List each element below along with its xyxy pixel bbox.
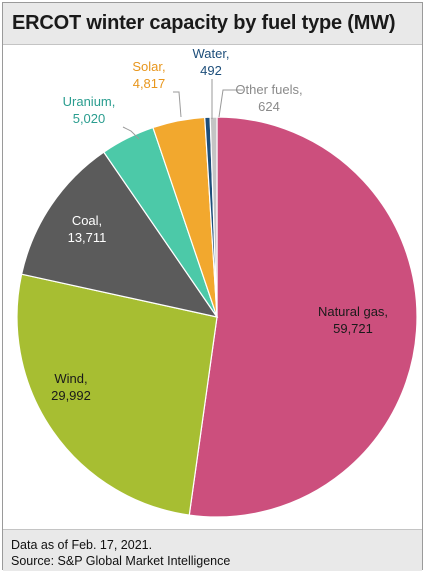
slice-label-value: 4,817: [133, 76, 166, 91]
pie-slice-wind: [16, 273, 218, 516]
slice-label-value: 624: [258, 99, 280, 114]
slice-label-value: 59,721: [333, 321, 373, 336]
slice-label-name: Other fuels,: [235, 82, 302, 97]
leader-line-other-fuels: [218, 89, 243, 118]
slice-label-water: Water, 492: [192, 46, 229, 78]
slice-label-value: 29,992: [51, 388, 91, 403]
slice-label-coal: Coal, 13,711: [68, 213, 107, 245]
slice-label-name: Water,: [192, 46, 229, 61]
slice-label-other-fuels: Other fuels, 624: [235, 82, 302, 114]
pie-chart: Natural gas, 59,721 Wind, 29,992 Coal, 13,711…: [16, 46, 418, 518]
slice-label-name: Uranium,: [63, 94, 116, 109]
chart-frame: ERCOT winter capacity by fuel type (MW) …: [2, 2, 423, 571]
pie-slice-natural-gas: [188, 116, 418, 518]
slice-label-name: Solar,: [132, 59, 165, 74]
footer-source: Source: S&P Global Market Intelligence: [11, 554, 231, 568]
slice-label-value: 492: [200, 63, 222, 78]
slice-label-solar: Solar, 4,817: [132, 59, 165, 91]
slice-label-name: Wind,: [54, 371, 87, 386]
slice-label-natural-gas: Natural gas, 59,721: [318, 304, 388, 336]
leader-line-uranium: [122, 126, 140, 140]
slice-label-value: 13,711: [68, 230, 107, 245]
leader-line-solar: [173, 91, 182, 118]
pie-slice-coal: [20, 151, 219, 318]
chart-title: ERCOT winter capacity by fuel type (MW): [12, 12, 396, 34]
footer-note: Data as of Feb. 17, 2021.: [11, 538, 153, 552]
footer: Data as of Feb. 17, 2021. Source: S&P Gl…: [3, 529, 422, 571]
slice-label-wind: Wind, 29,992: [51, 371, 91, 403]
title-bar: ERCOT winter capacity by fuel type (MW): [3, 3, 422, 45]
slice-label-name: Natural gas,: [318, 304, 388, 319]
pie-slice-other-fuels: [209, 116, 218, 318]
slice-label-uranium: Uranium, 5,020: [63, 94, 116, 126]
slice-label-name: Coal,: [72, 213, 102, 228]
slice-label-value: 5,020: [73, 111, 106, 126]
